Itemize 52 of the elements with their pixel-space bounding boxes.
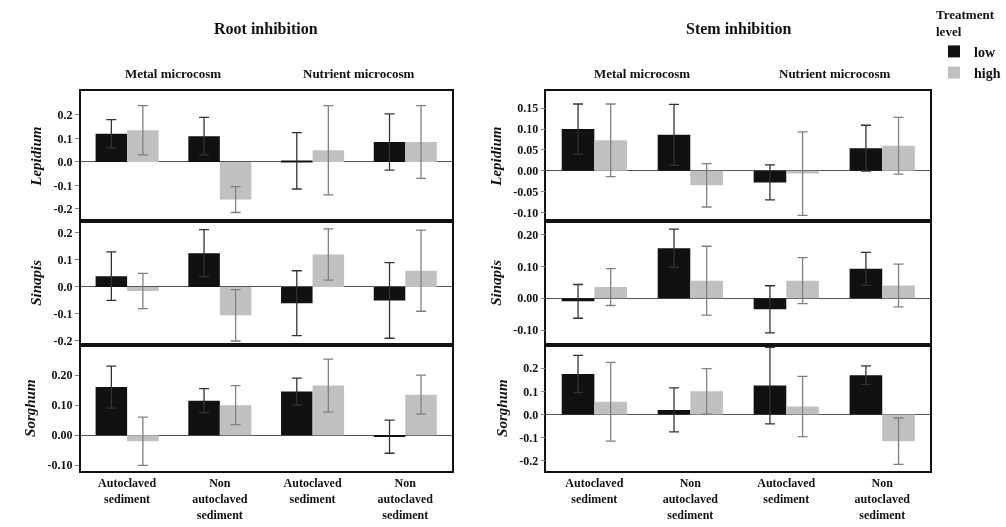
y-tick-label: 0.1 xyxy=(523,384,539,399)
y-tick-label: -0.10 xyxy=(513,205,539,220)
y-tick-label: 0.20 xyxy=(51,368,73,383)
y-tick-label: 0.15 xyxy=(517,101,539,116)
x-tick-label: Autoclaved sediment xyxy=(98,476,157,507)
x-tick-label: Non autoclaved sediment xyxy=(662,476,719,522)
y-tick-label: 0.00 xyxy=(517,291,539,306)
y-tick-label: 0.1 xyxy=(57,131,73,146)
y-axis-title: Lepidium xyxy=(487,126,504,187)
y-tick-label: 0.00 xyxy=(517,163,539,178)
y-axis-title: Sinapis xyxy=(28,259,45,306)
y-tick-label: 0.00 xyxy=(51,428,73,443)
y-axis-title: Sorghum xyxy=(493,379,510,437)
y-tick-label: -0.1 xyxy=(53,178,73,193)
y-tick-label: -0.05 xyxy=(513,184,539,199)
x-tick-label: Autoclaved sediment xyxy=(283,476,342,507)
x-tick-label: Autoclaved sediment xyxy=(757,476,816,507)
y-tick-label: -0.2 xyxy=(53,334,73,349)
x-tick-label: Non autoclaved sediment xyxy=(192,476,248,522)
y-tick-label: 0.10 xyxy=(517,259,539,274)
y-tick-label: -0.1 xyxy=(53,307,73,322)
y-tick-label: -0.2 xyxy=(519,454,539,469)
y-axis-title: Lepidium xyxy=(28,126,45,187)
y-tick-label: 0.20 xyxy=(517,227,539,242)
y-tick-label: 0.2 xyxy=(523,361,539,376)
text: Stem inhibition xyxy=(686,20,792,37)
legend-label: high xyxy=(974,66,1001,82)
text: Nutrient microcosm xyxy=(779,66,891,81)
y-tick-label: 0.0 xyxy=(57,155,73,170)
y-tick-label: 0.0 xyxy=(523,407,539,422)
y-tick-label: -0.10 xyxy=(47,458,73,473)
y-tick-label: 0.2 xyxy=(57,226,73,241)
text: Metal microcosm xyxy=(594,66,691,81)
y-axis-title: Sorghum xyxy=(22,379,39,437)
x-tick-label: Non autoclaved sediment xyxy=(854,476,911,522)
y-tick-label: 0.2 xyxy=(57,108,73,123)
y-tick-label: 0.10 xyxy=(51,398,73,413)
x-tick-label: Autoclaved sediment xyxy=(565,476,624,507)
y-tick-label: -0.10 xyxy=(513,323,539,338)
y-tick-label: 0.05 xyxy=(517,143,539,158)
y-tick-label: 0.0 xyxy=(57,280,73,295)
legend-title: Treatment level xyxy=(936,6,995,39)
x-tick-label: Non autoclaved sediment xyxy=(377,476,434,522)
text: Metal microcosm xyxy=(125,66,222,81)
y-axis-title: Sinapis xyxy=(487,259,504,306)
legend-label: low xyxy=(974,44,996,60)
text: Root inhibition xyxy=(214,20,318,37)
y-tick-label: 0.1 xyxy=(57,253,73,268)
text: Nutrient microcosm xyxy=(303,66,415,81)
y-tick-label: -0.1 xyxy=(519,430,539,445)
y-tick-label: -0.2 xyxy=(53,202,73,217)
y-tick-label: 0.10 xyxy=(517,122,539,137)
